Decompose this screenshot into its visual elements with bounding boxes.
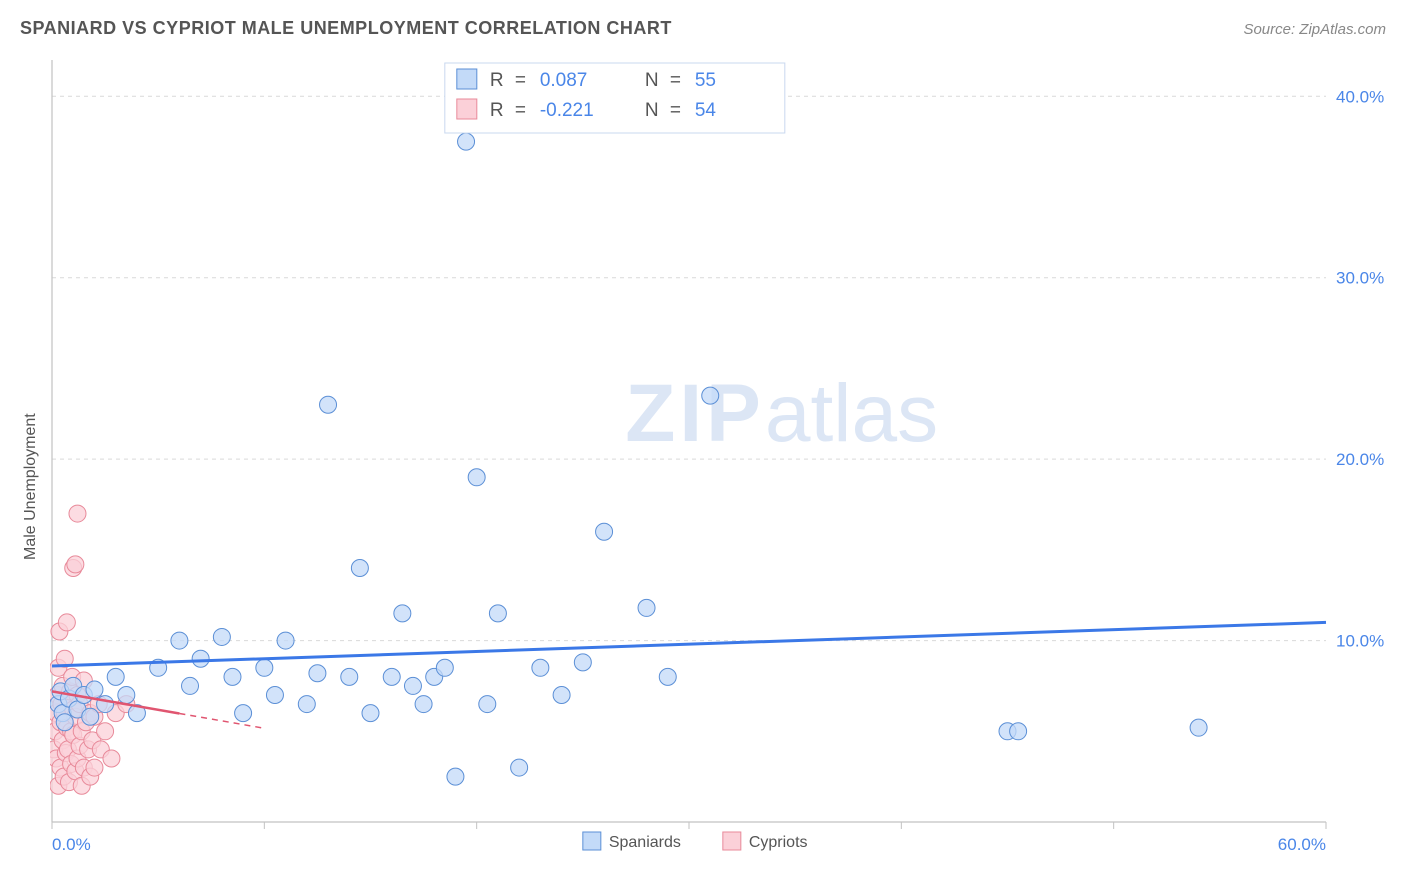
source-label: Source: ZipAtlas.com bbox=[1243, 21, 1386, 38]
svg-text:N: N bbox=[645, 70, 659, 91]
svg-text:=: = bbox=[670, 100, 681, 121]
svg-text:R: R bbox=[490, 100, 504, 121]
svg-text:R: R bbox=[490, 70, 504, 91]
svg-text:20.0%: 20.0% bbox=[1336, 450, 1384, 469]
svg-text:10.0%: 10.0% bbox=[1336, 632, 1384, 651]
svg-text:Cypriots: Cypriots bbox=[749, 834, 808, 851]
svg-text:Spaniards: Spaniards bbox=[609, 834, 681, 851]
svg-text:60.0%: 60.0% bbox=[1278, 835, 1326, 854]
svg-text:-0.221: -0.221 bbox=[540, 100, 594, 121]
svg-text:ZIPatlas: ZIPatlas bbox=[625, 368, 938, 459]
y-axis-label: Male Unemployment bbox=[22, 413, 40, 560]
svg-text:54: 54 bbox=[695, 100, 717, 121]
svg-text:N: N bbox=[645, 100, 659, 121]
svg-text:=: = bbox=[515, 100, 526, 121]
svg-text:=: = bbox=[670, 70, 681, 91]
svg-text:0.0%: 0.0% bbox=[52, 835, 91, 854]
chart-title: SPANIARD VS CYPRIOT MALE UNEMPLOYMENT CO… bbox=[20, 18, 672, 39]
svg-text:0.087: 0.087 bbox=[540, 70, 588, 91]
svg-text:30.0%: 30.0% bbox=[1336, 269, 1384, 288]
svg-text:=: = bbox=[515, 70, 526, 91]
chart-area: 10.0% 20.0% 30.0% 40.0% 0.0% 60.0% ZIPatlas Spa… bbox=[50, 55, 1386, 867]
svg-text:55: 55 bbox=[695, 70, 716, 91]
svg-text:40.0%: 40.0% bbox=[1336, 87, 1384, 106]
scatter-chart: 10.0% 20.0% 30.0% 40.0% 0.0% 60.0% ZIPatlas Spa… bbox=[50, 55, 1386, 867]
